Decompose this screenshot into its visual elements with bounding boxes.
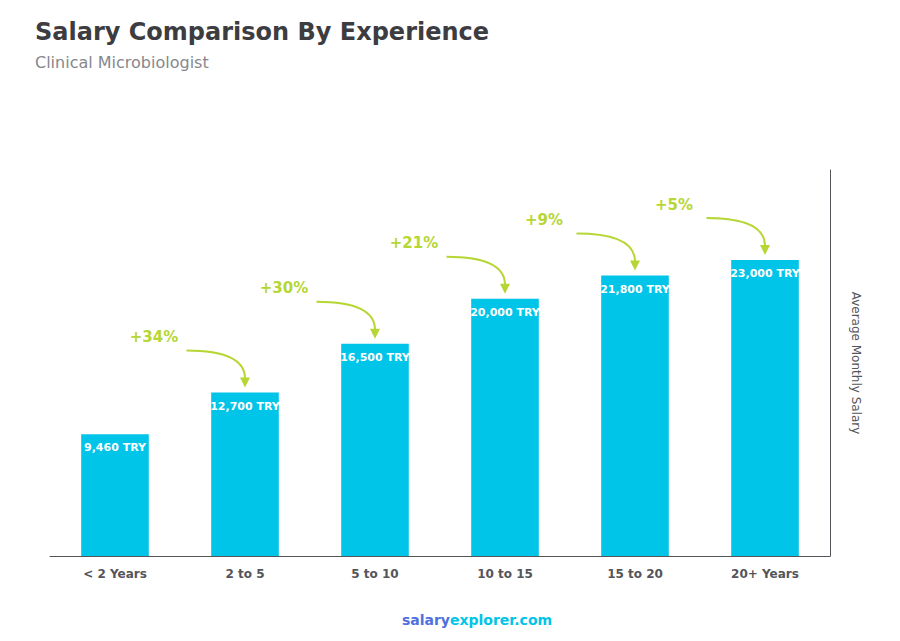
svg-text:23,000 TRY: 23,000 TRY [730,267,801,280]
svg-text:9,460 TRY: 9,460 TRY [84,441,147,454]
svg-text:15 to 20: 15 to 20 [607,567,663,581]
svg-text:+30%: +30% [260,279,308,297]
svg-text:Average Monthly Salary: Average Monthly Salary [849,292,863,435]
svg-text:21,800 TRY: 21,800 TRY [600,283,671,296]
svg-text:< 2 Years: < 2 Years [83,567,147,581]
svg-text:salary: salary [402,612,450,628]
svg-text:Clinical Microbiologist: Clinical Microbiologist [35,53,209,72]
svg-text:20+ Years: 20+ Years [731,567,799,581]
svg-text:12,700 TRY: 12,700 TRY [210,400,281,413]
svg-text:10 to 15: 10 to 15 [477,567,533,581]
svg-text:+21%: +21% [390,234,438,252]
svg-text:+9%: +9% [525,211,563,229]
svg-text:+5%: +5% [655,196,693,214]
svg-text:5 to 10: 5 to 10 [351,567,398,581]
svg-text:16,500 TRY: 16,500 TRY [340,351,411,364]
svg-text:explorer.com: explorer.com [450,612,552,628]
svg-text:Salary Comparison By Experienc: Salary Comparison By Experience [35,18,489,46]
svg-text:2 to 5: 2 to 5 [225,567,264,581]
svg-text:+34%: +34% [130,328,178,346]
svg-text:20,000 TRY: 20,000 TRY [470,306,541,319]
